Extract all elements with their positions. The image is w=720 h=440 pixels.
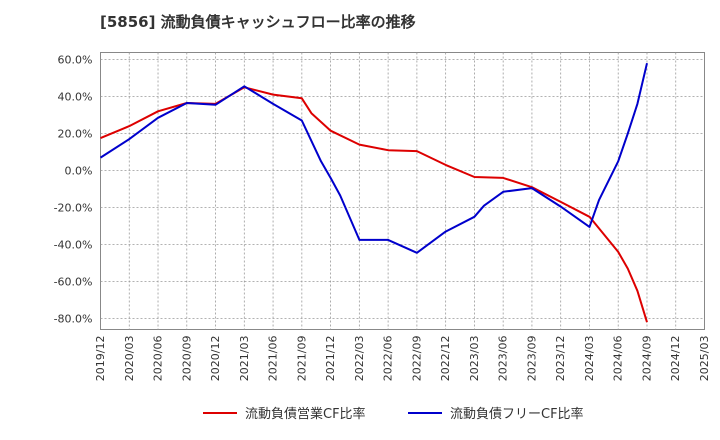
x-tick-label: 2022/09 (410, 336, 423, 382)
x-tick-label: 2024/12 (669, 336, 682, 382)
x-tick-label: 2023/09 (525, 336, 538, 382)
x-tick-label: 2021/09 (295, 336, 308, 382)
x-tick-label: 2020/06 (152, 336, 165, 382)
x-tick-label: 2020/09 (180, 336, 193, 382)
y-axis-ticks: 60.0% 40.0% 20.0% 0.0% -20.0% -40.0% -60.0% -80… (54, 54, 93, 326)
y-tick-label: 40.0% (58, 91, 93, 104)
x-tick-label: 2021/06 (267, 336, 280, 382)
y-tick-label: -80.0% (54, 313, 93, 326)
x-tick-label: 2024/06 (612, 336, 625, 382)
y-tick-label: 20.0% (58, 128, 93, 141)
series-lines (99, 62, 648, 323)
x-tick-label: 2023/03 (468, 336, 481, 382)
plot-area (100, 52, 705, 330)
legend: 流動負債営業CF比率 流動負債フリーCF比率 (203, 406, 584, 422)
x-tick-label: 2021/03 (238, 336, 251, 382)
y-tick-label: 0.0% (65, 165, 93, 178)
x-tick-label: 2021/12 (324, 336, 337, 382)
x-tick-label: 2025/03 (698, 336, 711, 382)
x-tick-label: 2024/09 (640, 336, 653, 382)
horizontal-gridlines (100, 59, 705, 319)
x-axis-ticks: 2019/12 2020/03 2020/06 2020/09 2020/12 2021/… (94, 336, 711, 382)
y-tick-label: 60.0% (58, 54, 93, 67)
y-tick-label: -20.0% (54, 202, 93, 215)
x-tick-label: 2022/12 (439, 336, 452, 382)
x-tick-label: 2023/12 (554, 336, 567, 382)
legend-label-1: 流動負債営業CF比率 (245, 406, 366, 422)
x-tick-label: 2023/06 (497, 336, 510, 382)
legend-label-2: 流動負債フリーCF比率 (450, 406, 584, 422)
x-tick-label: 2024/03 (583, 336, 596, 382)
chart-title: [5856] 流動負債キャッシュフロー比率の推移 (100, 13, 416, 31)
y-tick-label: -60.0% (54, 276, 93, 289)
y-tick-label: -40.0% (54, 239, 93, 252)
x-tick-label: 2019/12 (94, 336, 107, 382)
x-tick-label: 2022/03 (353, 336, 366, 382)
x-tick-label: 2020/12 (209, 336, 222, 382)
x-tick-label: 2020/03 (123, 336, 136, 382)
series-line-2 (99, 62, 648, 254)
x-tick-label: 2022/06 (382, 336, 395, 382)
